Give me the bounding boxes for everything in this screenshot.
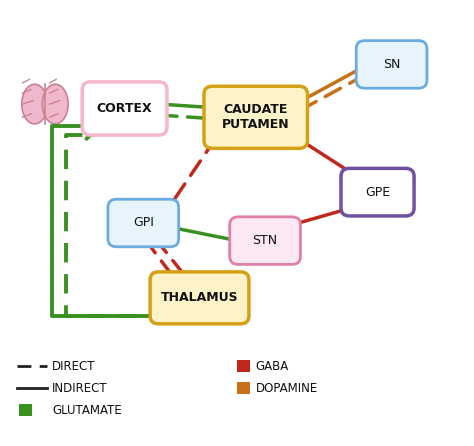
Text: GPE: GPE	[365, 186, 390, 198]
Ellipse shape	[42, 84, 68, 124]
Ellipse shape	[22, 84, 47, 124]
FancyBboxPatch shape	[19, 405, 32, 416]
FancyBboxPatch shape	[108, 199, 179, 247]
Text: THALAMUS: THALAMUS	[161, 291, 238, 304]
Text: GLUTAMATE: GLUTAMATE	[52, 404, 122, 417]
FancyBboxPatch shape	[82, 82, 167, 135]
FancyBboxPatch shape	[230, 217, 301, 264]
FancyBboxPatch shape	[341, 169, 414, 216]
FancyBboxPatch shape	[356, 41, 427, 88]
Text: GABA: GABA	[256, 359, 289, 373]
Text: CAUDATE
PUTAMEN: CAUDATE PUTAMEN	[222, 103, 290, 131]
Text: DIRECT: DIRECT	[52, 359, 95, 373]
FancyBboxPatch shape	[237, 360, 250, 372]
FancyBboxPatch shape	[150, 272, 249, 324]
Text: SN: SN	[383, 58, 400, 71]
Text: GPI: GPI	[133, 216, 154, 230]
Text: STN: STN	[253, 234, 278, 247]
Text: INDIRECT: INDIRECT	[52, 382, 108, 395]
FancyBboxPatch shape	[237, 382, 250, 394]
Text: CORTEX: CORTEX	[97, 102, 152, 115]
FancyBboxPatch shape	[204, 86, 308, 149]
Text: DOPAMINE: DOPAMINE	[256, 382, 318, 395]
